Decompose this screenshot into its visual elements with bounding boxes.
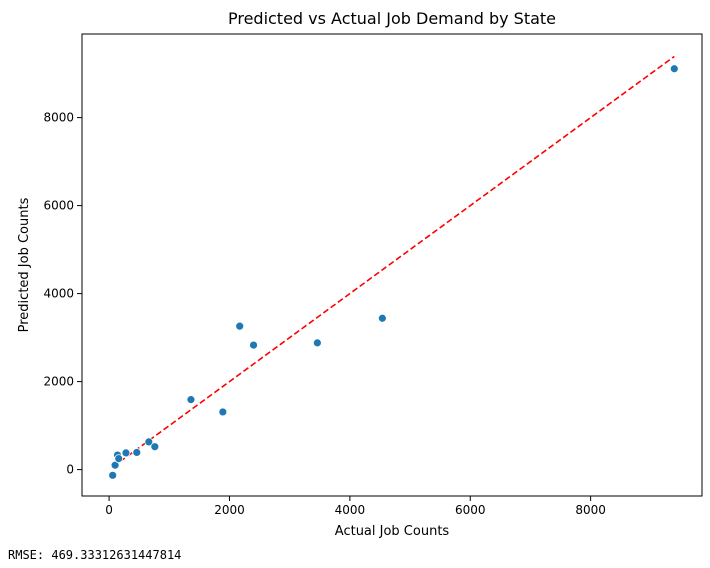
y-tick-label: 8000 bbox=[43, 111, 74, 125]
data-point bbox=[144, 437, 154, 447]
x-tick-label: 2000 bbox=[214, 503, 245, 517]
data-point bbox=[235, 321, 245, 331]
x-tick-label: 4000 bbox=[335, 503, 366, 517]
data-point bbox=[377, 313, 387, 323]
data-point bbox=[121, 448, 131, 458]
data-point bbox=[249, 340, 258, 350]
reference-line bbox=[112, 55, 675, 468]
y-axis-label: Predicted Job Counts bbox=[17, 197, 32, 332]
data-point bbox=[108, 470, 118, 480]
y-tick-label: 2000 bbox=[43, 375, 74, 389]
y-axis: 0 2000 4000 6000 8000 bbox=[43, 111, 82, 477]
y-tick-label: 4000 bbox=[43, 287, 74, 301]
data-point bbox=[218, 407, 228, 417]
rmse-readout: RMSE: 469.33312631447814 bbox=[8, 548, 182, 562]
x-axis: 0 2000 4000 6000 8000 bbox=[105, 496, 606, 517]
data-point bbox=[186, 395, 196, 405]
x-tick-label: 6000 bbox=[455, 503, 486, 517]
x-axis-label: Actual Job Counts bbox=[335, 524, 450, 539]
data-point bbox=[132, 448, 142, 457]
data-point bbox=[114, 454, 124, 464]
data-point bbox=[150, 442, 160, 452]
x-tick-label: 0 bbox=[105, 503, 113, 517]
data-point bbox=[312, 338, 322, 348]
data-point bbox=[110, 460, 120, 470]
plot-area bbox=[108, 55, 679, 480]
y-tick-label: 0 bbox=[66, 463, 74, 477]
axes-frame bbox=[81, 33, 703, 497]
data-point bbox=[669, 64, 679, 74]
y-tick-label: 6000 bbox=[43, 199, 74, 213]
chart-title: Predicted vs Actual Job Demand by State bbox=[228, 9, 556, 28]
x-tick-label: 8000 bbox=[575, 503, 606, 517]
